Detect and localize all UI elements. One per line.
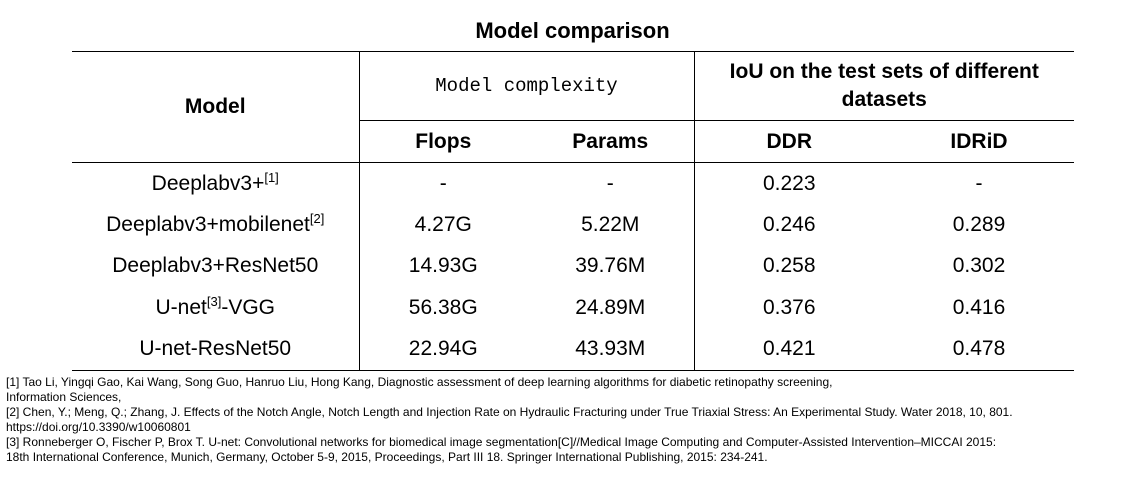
params-cell: - — [527, 162, 695, 204]
ddr-cell: 0.421 — [762, 337, 816, 360]
table-row: U-net[3]-VGG 56.38G 24.89M 0.376 0.416 — [72, 287, 1074, 329]
reference-3: [3] Ronneberger O, Fischer P, Brox T. U-… — [6, 435, 997, 464]
comparison-table: Model Model complexity IoU on the test s… — [72, 51, 1075, 371]
ddr-cell: 0.376 — [762, 295, 816, 319]
ddr-cell: 0.246 — [762, 212, 816, 236]
table-title: Model comparison — [475, 18, 670, 43]
params-cell: 24.89M — [527, 287, 695, 329]
params-cell: 39.76M — [527, 245, 695, 287]
column-header-model: Model — [72, 51, 360, 163]
params-cell: 5.22M — [527, 204, 695, 246]
column-header-idrid: IDRiD — [950, 129, 1008, 153]
column-header-iou: IoU on the test sets of different datase… — [694, 51, 1075, 121]
reference-marker: [2] — [309, 210, 325, 226]
model-name-cell: Deeplabv3+ResNet50 — [72, 245, 360, 287]
ddr-cell: 0.258 — [762, 254, 816, 278]
table-row: Deeplabv3+[1] - - 0.223 - — [72, 162, 1074, 204]
reference-marker: [1] — [264, 169, 279, 185]
idrid-cell: 0.416 — [952, 295, 1006, 319]
column-header-model-complexity: Model complexity — [359, 51, 695, 121]
reference-2: [2] Chen, Y.; Meng, Q.; Zhang, J. Effect… — [6, 405, 1013, 434]
idrid-cell: 0.478 — [952, 337, 1006, 360]
column-header-ddr: DDR — [766, 129, 813, 153]
flops-cell: 22.94G — [408, 337, 478, 360]
references: [1] Tao Li, Yingqi Gao, Kai Wang, Song G… — [6, 375, 1141, 465]
model-name-cell: U-net-ResNet50 — [72, 328, 360, 370]
header-row-group: Model Model complexity IoU on the test s… — [72, 51, 1075, 163]
model-name-cell: U-net[3]-VGG — [72, 287, 360, 329]
flops-cell: 56.38G — [408, 295, 478, 319]
column-header-params: Params — [527, 120, 695, 163]
header-row-sub: Flops Params DDR IDRiD — [72, 120, 1075, 163]
flops-cell: - — [439, 171, 447, 195]
table-row-highlight: U-net-ResNet50 22.94G 43.93M 0.421 0.478 — [72, 328, 1075, 370]
idrid-cell: - — [975, 171, 983, 195]
table-row: Deeplabv3+mobilenet[2] 4.27G 5.22M 0.246… — [72, 204, 1074, 246]
flops-cell: 14.93G — [408, 254, 478, 278]
table-row: Deeplabv3+ResNet50 14.93G 39.76M 0.258 0… — [72, 245, 1074, 287]
model-name-cell: Deeplabv3+mobilenet[2] — [72, 204, 360, 246]
reference-1: [1] Tao Li, Yingqi Gao, Kai Wang, Song G… — [6, 375, 833, 404]
column-header-flops: Flops — [415, 129, 472, 153]
idrid-cell: 0.289 — [952, 212, 1006, 236]
params-cell: 43.93M — [527, 328, 695, 370]
flops-cell: 4.27G — [414, 212, 472, 236]
idrid-cell: 0.302 — [952, 254, 1006, 278]
reference-marker: [3] — [206, 293, 222, 309]
ddr-cell: 0.223 — [762, 171, 816, 195]
model-name-cell: Deeplabv3+[1] — [72, 162, 360, 204]
